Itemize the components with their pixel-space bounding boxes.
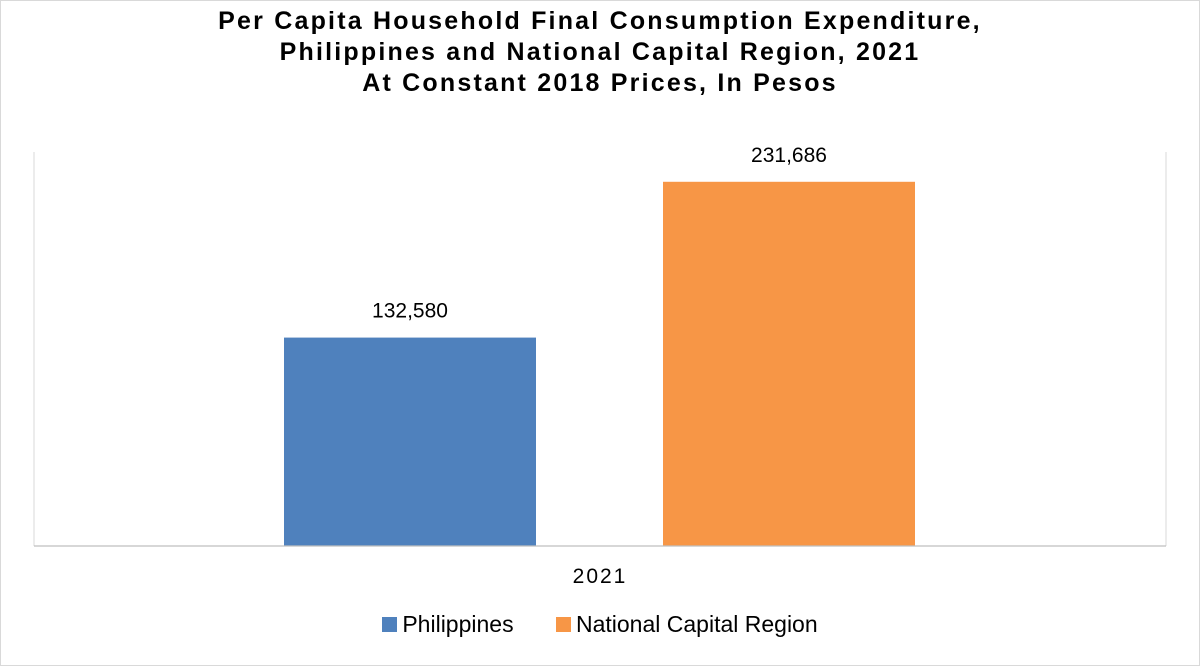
legend-label-ncr: National Capital Region — [575, 611, 818, 638]
legend-label-philippines: Philippines — [402, 611, 514, 638]
legend-item-ncr: National Capital Region — [555, 611, 818, 638]
chart-title-line-3: At Constant 2018 Prices, In Pesos — [362, 69, 838, 97]
bar-national-capital-region — [663, 181, 915, 546]
bars-layer: 132,580 231,686 — [284, 144, 915, 546]
legend-item-philippines: Philippines — [382, 611, 514, 638]
bar-philippines — [284, 337, 536, 546]
legend-swatch-philippines — [382, 616, 398, 632]
legend-swatch-ncr — [555, 616, 571, 632]
data-label-national-capital-region: 231,686 — [751, 144, 827, 167]
chart-title-line-1: Per Capita Household Final Consumption E… — [218, 7, 982, 35]
legend: Philippines National Capital Region — [0, 610, 1200, 638]
x-tick-label: 2021 — [573, 565, 628, 588]
data-label-philippines: 132,580 — [372, 300, 448, 323]
chart-title-line-2: Philippines and National Capital Region,… — [279, 38, 921, 66]
chart-title: Per Capita Household Final Consumption E… — [0, 6, 1200, 99]
